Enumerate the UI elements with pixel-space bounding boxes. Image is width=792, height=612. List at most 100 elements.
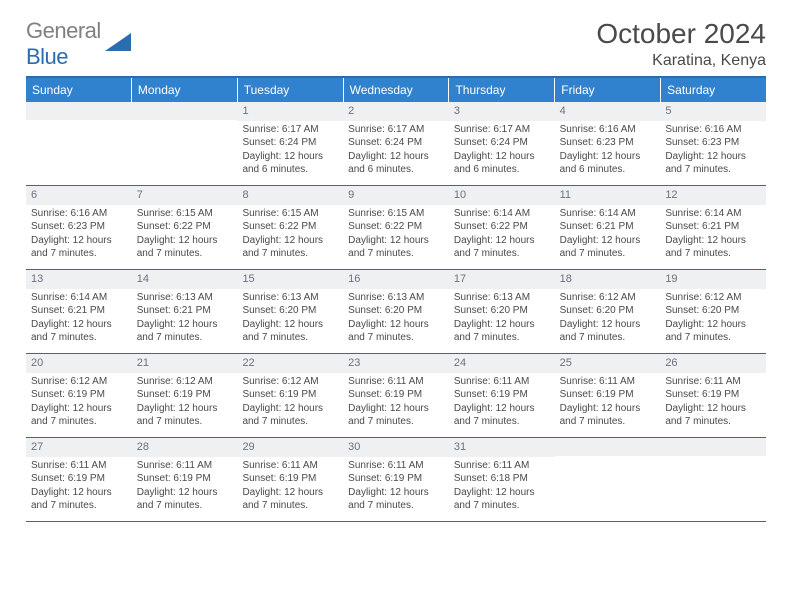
day-cell: 1Sunrise: 6:17 AMSunset: 6:24 PMDaylight… — [237, 102, 343, 185]
day-cell: 29Sunrise: 6:11 AMSunset: 6:19 PMDayligh… — [237, 438, 343, 521]
week-row: 1Sunrise: 6:17 AMSunset: 6:24 PMDaylight… — [26, 102, 766, 186]
day-number: 6 — [26, 186, 132, 205]
day-number: 27 — [26, 438, 132, 457]
day-cell: 9Sunrise: 6:15 AMSunset: 6:22 PMDaylight… — [343, 186, 449, 269]
day-content: Sunrise: 6:17 AMSunset: 6:24 PMDaylight:… — [237, 121, 343, 181]
day-number: 11 — [555, 186, 661, 205]
day-number: 3 — [449, 102, 555, 121]
day-content: Sunrise: 6:16 AMSunset: 6:23 PMDaylight:… — [555, 121, 661, 181]
dow-header: Saturday — [661, 78, 766, 102]
day-content: Sunrise: 6:15 AMSunset: 6:22 PMDaylight:… — [132, 205, 238, 265]
day-cell: 20Sunrise: 6:12 AMSunset: 6:19 PMDayligh… — [26, 354, 132, 437]
logo: General Blue — [26, 18, 131, 70]
day-content: Sunrise: 6:11 AMSunset: 6:19 PMDaylight:… — [555, 373, 661, 433]
day-number: 1 — [237, 102, 343, 121]
day-content: Sunrise: 6:12 AMSunset: 6:19 PMDaylight:… — [132, 373, 238, 433]
day-content: Sunrise: 6:13 AMSunset: 6:20 PMDaylight:… — [343, 289, 449, 349]
week-row: 6Sunrise: 6:16 AMSunset: 6:23 PMDaylight… — [26, 186, 766, 270]
title-block: October 2024 Karatina, Kenya — [596, 18, 766, 70]
week-row: 20Sunrise: 6:12 AMSunset: 6:19 PMDayligh… — [26, 354, 766, 438]
day-number: 14 — [132, 270, 238, 289]
day-content: Sunrise: 6:16 AMSunset: 6:23 PMDaylight:… — [26, 205, 132, 265]
dow-header: Wednesday — [344, 78, 450, 102]
day-cell: 30Sunrise: 6:11 AMSunset: 6:19 PMDayligh… — [343, 438, 449, 521]
calendar: SundayMondayTuesdayWednesdayThursdayFrid… — [26, 76, 766, 522]
day-content: Sunrise: 6:13 AMSunset: 6:20 PMDaylight:… — [237, 289, 343, 349]
logo-triangle-icon — [105, 33, 131, 55]
day-cell: 21Sunrise: 6:12 AMSunset: 6:19 PMDayligh… — [132, 354, 238, 437]
day-number: 28 — [132, 438, 238, 457]
day-cell: 31Sunrise: 6:11 AMSunset: 6:18 PMDayligh… — [449, 438, 555, 521]
week-row: 27Sunrise: 6:11 AMSunset: 6:19 PMDayligh… — [26, 438, 766, 522]
day-number: 18 — [555, 270, 661, 289]
day-cell: 6Sunrise: 6:16 AMSunset: 6:23 PMDaylight… — [26, 186, 132, 269]
day-content: Sunrise: 6:17 AMSunset: 6:24 PMDaylight:… — [343, 121, 449, 181]
day-cell: 7Sunrise: 6:15 AMSunset: 6:22 PMDaylight… — [132, 186, 238, 269]
day-number: 26 — [660, 354, 766, 373]
dow-header: Monday — [132, 78, 238, 102]
day-number: 15 — [237, 270, 343, 289]
day-content: Sunrise: 6:14 AMSunset: 6:21 PMDaylight:… — [660, 205, 766, 265]
day-number: 25 — [555, 354, 661, 373]
week-row: 13Sunrise: 6:14 AMSunset: 6:21 PMDayligh… — [26, 270, 766, 354]
day-content: Sunrise: 6:11 AMSunset: 6:19 PMDaylight:… — [343, 373, 449, 433]
day-number: 29 — [237, 438, 343, 457]
dow-header: Friday — [555, 78, 661, 102]
day-content: Sunrise: 6:11 AMSunset: 6:19 PMDaylight:… — [26, 457, 132, 517]
day-number: 7 — [132, 186, 238, 205]
day-content: Sunrise: 6:14 AMSunset: 6:22 PMDaylight:… — [449, 205, 555, 265]
empty-day-bar — [132, 102, 238, 120]
day-content: Sunrise: 6:17 AMSunset: 6:24 PMDaylight:… — [449, 121, 555, 181]
day-number: 4 — [555, 102, 661, 121]
day-number: 20 — [26, 354, 132, 373]
day-number: 22 — [237, 354, 343, 373]
day-number: 21 — [132, 354, 238, 373]
day-cell: 3Sunrise: 6:17 AMSunset: 6:24 PMDaylight… — [449, 102, 555, 185]
day-cell: 11Sunrise: 6:14 AMSunset: 6:21 PMDayligh… — [555, 186, 661, 269]
day-cell — [26, 102, 132, 185]
month-title: October 2024 — [596, 18, 766, 50]
day-content: Sunrise: 6:14 AMSunset: 6:21 PMDaylight:… — [26, 289, 132, 349]
day-number: 23 — [343, 354, 449, 373]
day-content: Sunrise: 6:12 AMSunset: 6:19 PMDaylight:… — [237, 373, 343, 433]
day-number: 13 — [26, 270, 132, 289]
day-cell: 12Sunrise: 6:14 AMSunset: 6:21 PMDayligh… — [660, 186, 766, 269]
header: General Blue October 2024 Karatina, Keny… — [26, 18, 766, 70]
day-content: Sunrise: 6:12 AMSunset: 6:19 PMDaylight:… — [26, 373, 132, 433]
day-number: 24 — [449, 354, 555, 373]
day-cell — [555, 438, 661, 521]
day-content: Sunrise: 6:13 AMSunset: 6:20 PMDaylight:… — [449, 289, 555, 349]
day-cell: 15Sunrise: 6:13 AMSunset: 6:20 PMDayligh… — [237, 270, 343, 353]
day-number: 8 — [237, 186, 343, 205]
day-content: Sunrise: 6:13 AMSunset: 6:21 PMDaylight:… — [132, 289, 238, 349]
day-cell: 4Sunrise: 6:16 AMSunset: 6:23 PMDaylight… — [555, 102, 661, 185]
day-cell: 28Sunrise: 6:11 AMSunset: 6:19 PMDayligh… — [132, 438, 238, 521]
day-number: 5 — [660, 102, 766, 121]
empty-day-bar — [660, 438, 766, 456]
day-cell: 13Sunrise: 6:14 AMSunset: 6:21 PMDayligh… — [26, 270, 132, 353]
day-number: 17 — [449, 270, 555, 289]
dow-header: Sunday — [26, 78, 132, 102]
day-number: 19 — [660, 270, 766, 289]
day-content: Sunrise: 6:12 AMSunset: 6:20 PMDaylight:… — [660, 289, 766, 349]
day-content: Sunrise: 6:11 AMSunset: 6:18 PMDaylight:… — [449, 457, 555, 517]
day-number: 12 — [660, 186, 766, 205]
day-cell: 17Sunrise: 6:13 AMSunset: 6:20 PMDayligh… — [449, 270, 555, 353]
day-content: Sunrise: 6:11 AMSunset: 6:19 PMDaylight:… — [343, 457, 449, 517]
calendar-body: 1Sunrise: 6:17 AMSunset: 6:24 PMDaylight… — [26, 102, 766, 522]
day-number: 16 — [343, 270, 449, 289]
day-cell: 26Sunrise: 6:11 AMSunset: 6:19 PMDayligh… — [660, 354, 766, 437]
logo-text-general: General — [26, 18, 101, 43]
day-content: Sunrise: 6:11 AMSunset: 6:19 PMDaylight:… — [132, 457, 238, 517]
day-cell: 18Sunrise: 6:12 AMSunset: 6:20 PMDayligh… — [555, 270, 661, 353]
day-cell — [660, 438, 766, 521]
day-number: 10 — [449, 186, 555, 205]
day-cell: 8Sunrise: 6:15 AMSunset: 6:22 PMDaylight… — [237, 186, 343, 269]
day-content: Sunrise: 6:16 AMSunset: 6:23 PMDaylight:… — [660, 121, 766, 181]
day-cell: 25Sunrise: 6:11 AMSunset: 6:19 PMDayligh… — [555, 354, 661, 437]
day-content: Sunrise: 6:11 AMSunset: 6:19 PMDaylight:… — [449, 373, 555, 433]
day-cell — [132, 102, 238, 185]
day-cell: 2Sunrise: 6:17 AMSunset: 6:24 PMDaylight… — [343, 102, 449, 185]
day-cell: 10Sunrise: 6:14 AMSunset: 6:22 PMDayligh… — [449, 186, 555, 269]
day-cell: 27Sunrise: 6:11 AMSunset: 6:19 PMDayligh… — [26, 438, 132, 521]
